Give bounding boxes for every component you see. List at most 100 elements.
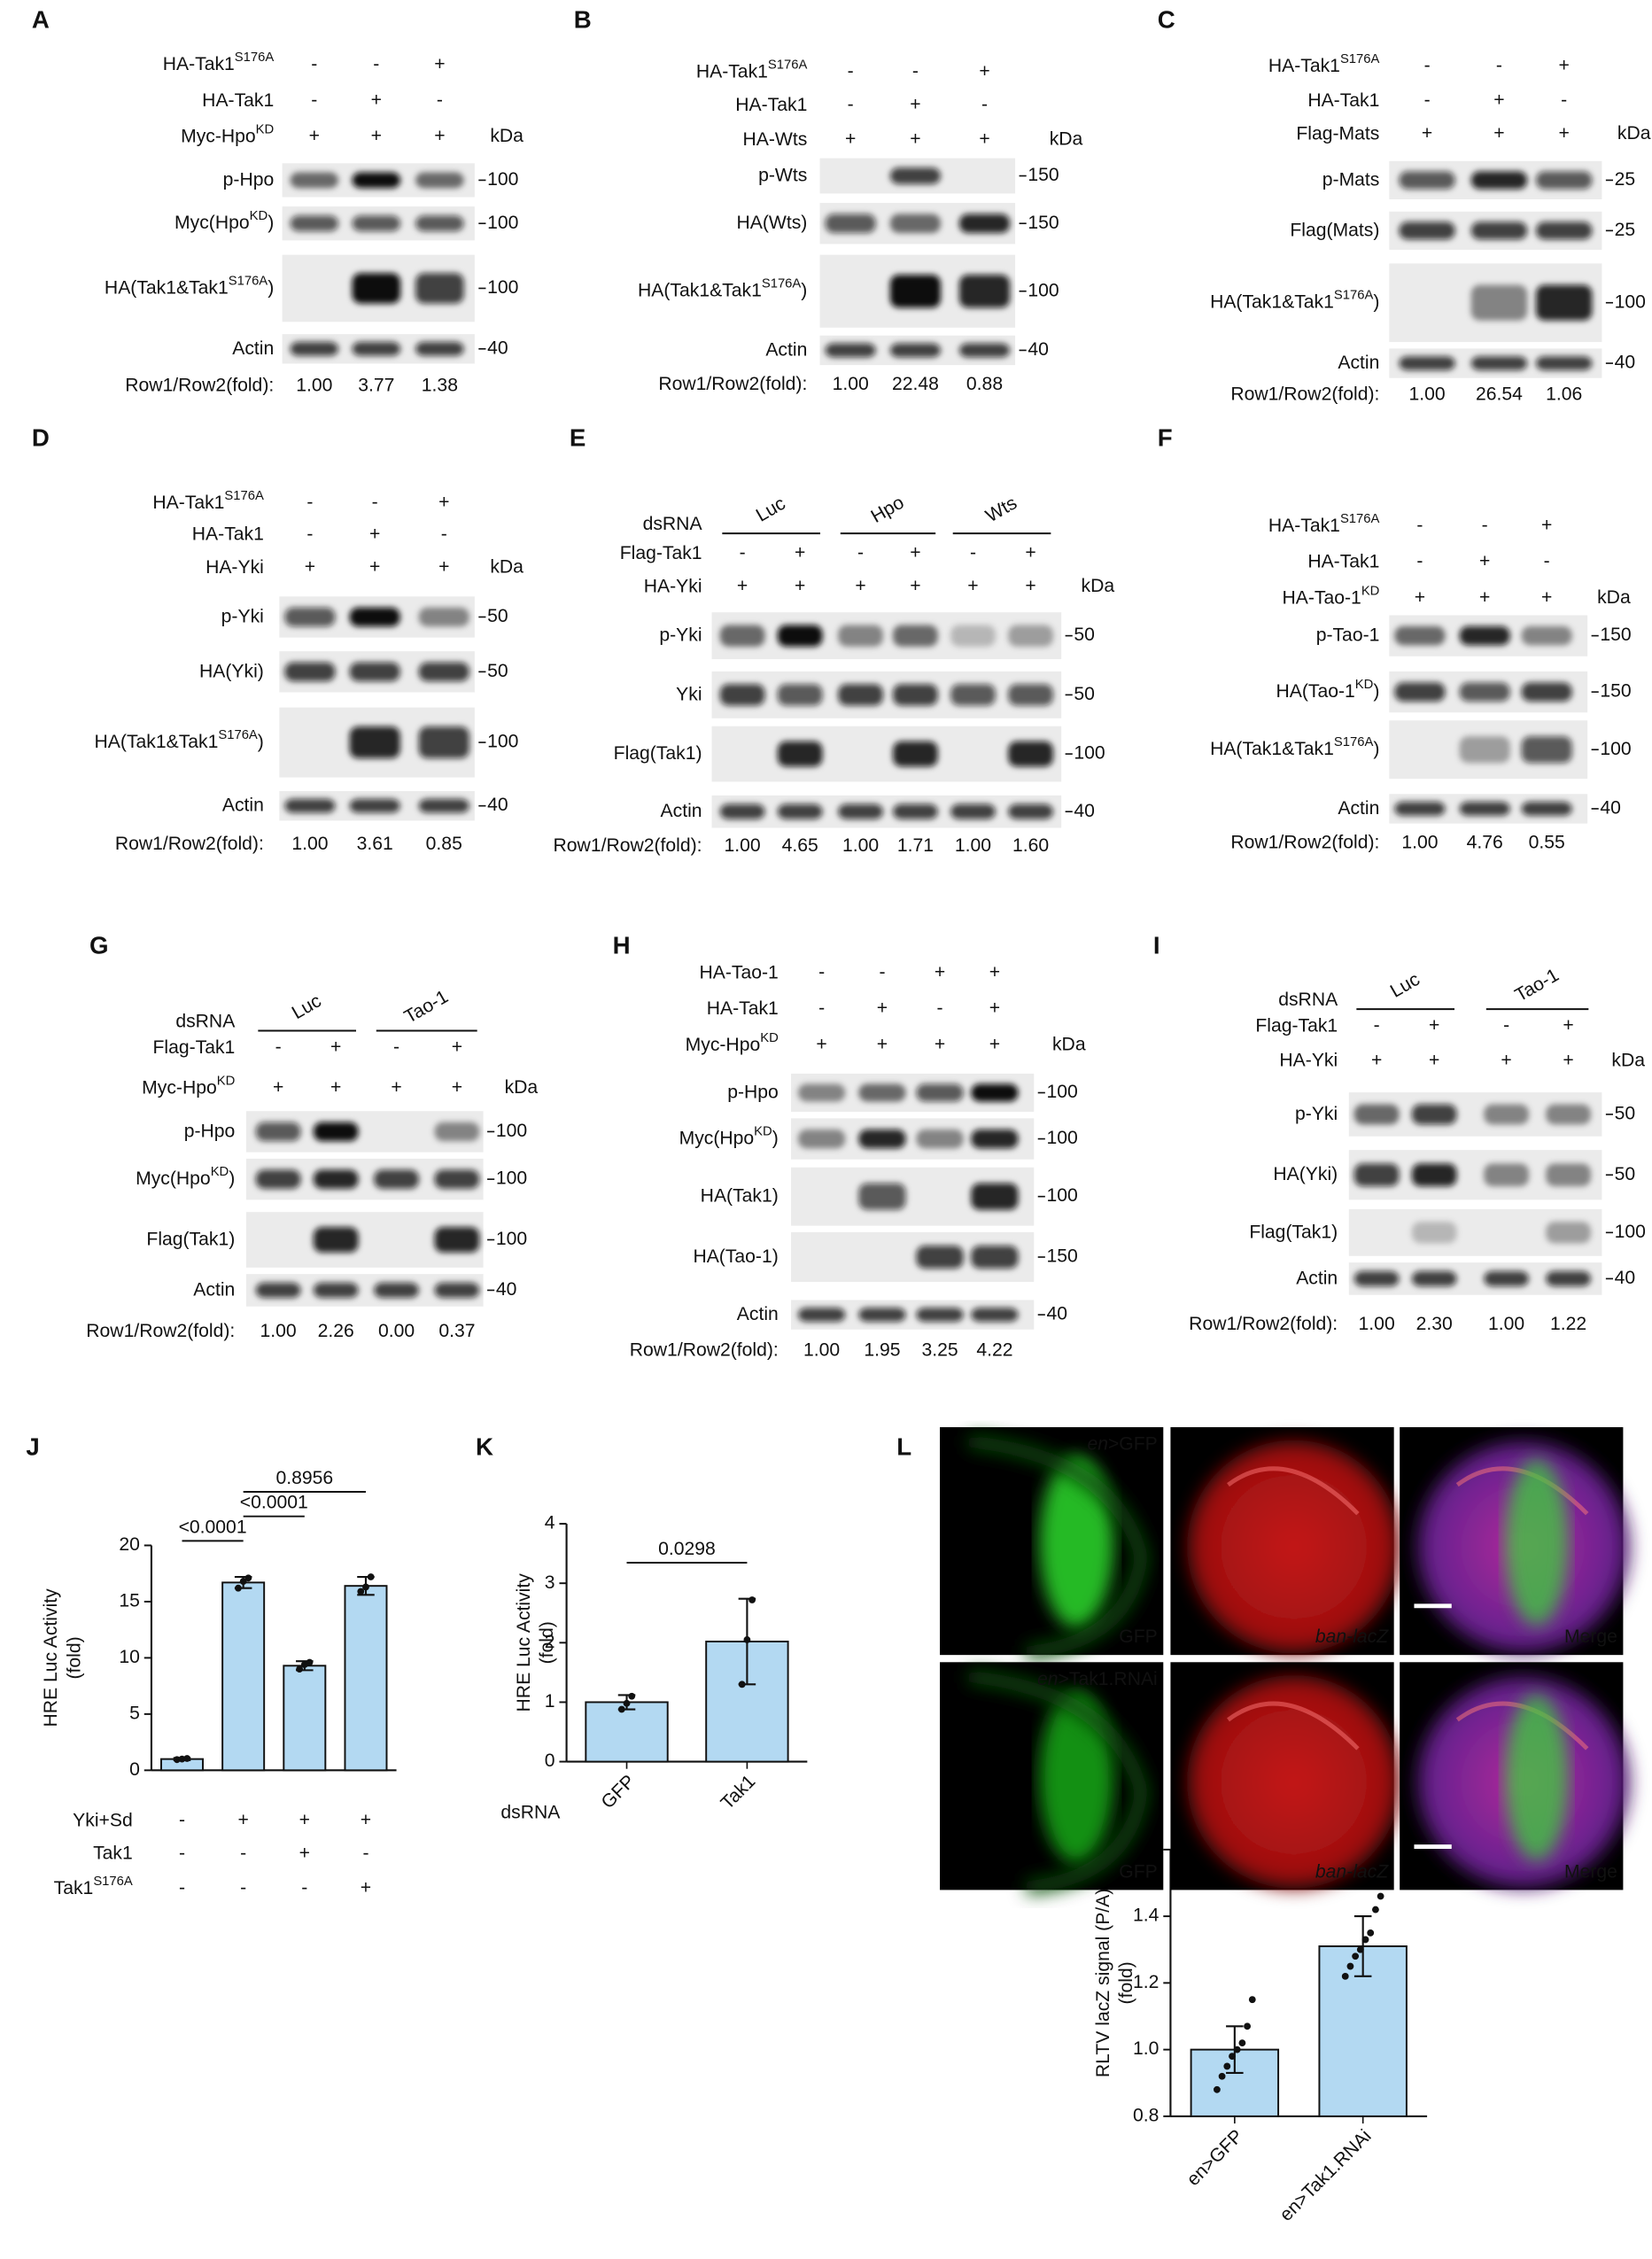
marker-label: 40 xyxy=(487,338,508,358)
y-tick-label: 2 xyxy=(545,1632,555,1652)
condition-mark: + xyxy=(371,90,382,111)
blot-band xyxy=(284,798,336,813)
condition-label: HA-Yki xyxy=(206,557,264,578)
dsrna-group: Tao-1 xyxy=(1511,965,1562,1005)
data-point xyxy=(1346,1962,1354,1970)
blot-band xyxy=(797,1083,846,1102)
marker-label: 40 xyxy=(487,795,508,815)
condition-label-part: HA-Wts xyxy=(743,128,808,149)
marker-label: 100 xyxy=(1615,1222,1646,1242)
condition-mark: + xyxy=(737,576,748,596)
condition-label-part: KD xyxy=(1361,584,1380,598)
blot-band xyxy=(1008,741,1053,767)
x-axis-label: dsRNA xyxy=(500,1803,561,1823)
tile-title-part: en xyxy=(1087,1433,1108,1454)
tissue xyxy=(1187,1440,1400,1654)
row-label: Actin xyxy=(661,801,702,821)
blot-band xyxy=(889,343,941,358)
condition-mark: - xyxy=(879,962,885,982)
data-point xyxy=(1361,1936,1369,1944)
condition-label-part: Myc-Hpo xyxy=(142,1077,217,1098)
fold-label: Row1/Row2(fold): xyxy=(1230,833,1379,853)
panel-letter: G xyxy=(89,931,109,959)
row-label: Actin xyxy=(232,338,274,358)
condition-mark: + xyxy=(1025,542,1035,563)
blot-strip xyxy=(710,793,1064,830)
gfp-signal xyxy=(1039,1456,1114,1629)
blot-band xyxy=(434,1282,480,1299)
fold-value: 3.61 xyxy=(357,834,393,854)
condition-mark: - xyxy=(981,94,988,114)
blot-band xyxy=(1535,171,1593,190)
y-axis-label: HRE Luc Activity xyxy=(514,1573,534,1712)
fold-value: 0.88 xyxy=(966,374,1003,394)
blot-band xyxy=(825,343,876,358)
p-value-label: <0.0001 xyxy=(179,1517,247,1537)
condition-label-part: S176A xyxy=(1340,512,1380,526)
condition-label-part: S176A xyxy=(93,1875,133,1889)
condition-mark: - xyxy=(1496,55,1502,75)
row-label-part: Actin xyxy=(1338,798,1379,819)
row-label-part: p-Yki xyxy=(659,625,702,645)
blot-band xyxy=(950,803,996,819)
row-label-part: Flag(Tak1) xyxy=(1249,1222,1338,1242)
blot-band xyxy=(352,215,401,232)
marker-label: 100 xyxy=(1028,280,1059,300)
condition-label: HA-Tao-1KD xyxy=(1283,584,1380,608)
blot-band xyxy=(374,1282,419,1299)
row-label-part: Actin xyxy=(193,1279,235,1300)
blot-band xyxy=(1353,1270,1400,1287)
row-label: p-Yki xyxy=(1295,1104,1338,1124)
kda-label: kDa xyxy=(1050,128,1083,149)
blot-band xyxy=(1535,221,1593,240)
kda-label: kDa xyxy=(1597,587,1631,608)
dsrna-group: Luc xyxy=(289,990,325,1023)
panel-letter: H xyxy=(613,931,631,959)
condition-label-part: HA-Tak1 xyxy=(707,998,779,1019)
blot-band xyxy=(1394,802,1446,816)
fold-value: 4.65 xyxy=(782,835,818,856)
condition-mark: - xyxy=(437,90,443,111)
blot-band xyxy=(858,1183,906,1210)
row-label-part: HA(Tak1&Tak1 xyxy=(638,280,762,300)
blot-band xyxy=(1399,171,1455,190)
blot-band xyxy=(255,1169,301,1189)
condition-mark: + xyxy=(434,126,445,146)
condition-label: HA-Yki xyxy=(1279,1050,1338,1070)
condition-label-part: Tak1 xyxy=(93,1843,133,1863)
condition-label-part: KD xyxy=(760,1031,779,1045)
condition-mark: + xyxy=(330,1077,341,1098)
row-label-part: ) xyxy=(772,1128,779,1148)
blot-band xyxy=(797,1129,846,1149)
condition-label-part: Myc-Hpo xyxy=(686,1034,761,1054)
data-point xyxy=(173,1756,181,1764)
blot-band xyxy=(1459,682,1510,702)
blot-band xyxy=(1470,221,1528,240)
fold-value: 1.00 xyxy=(1409,384,1446,404)
condition-mark: - xyxy=(1561,90,1567,111)
fold-label: Row1/Row2(fold): xyxy=(630,1339,779,1360)
fold-value: 26.54 xyxy=(1476,384,1523,404)
condition-mark: + xyxy=(434,54,445,74)
row-label-part: Actin xyxy=(737,1304,779,1324)
marker-label: 100 xyxy=(496,1121,527,1141)
row-label-part: HA(Tak1&Tak1 xyxy=(95,732,219,752)
row-label-part: Actin xyxy=(1296,1268,1338,1288)
fold-value: 1.00 xyxy=(842,835,879,856)
y-tick-label: 1.2 xyxy=(1133,1972,1159,1992)
condition-label: Flag-Tak1 xyxy=(152,1037,235,1058)
tissue-fold xyxy=(1227,1701,1360,1751)
bar xyxy=(283,1665,327,1772)
data-point xyxy=(296,1665,304,1673)
data-point xyxy=(1218,2072,1226,2080)
condition-label: HA-Tak1 xyxy=(1307,90,1379,111)
blot-band xyxy=(418,726,469,758)
blot-band xyxy=(958,213,1011,233)
blot-band xyxy=(434,1227,480,1253)
blot-band xyxy=(313,1282,359,1299)
row-label-part: HA(Tak1&Tak1 xyxy=(1210,291,1334,312)
blot-band xyxy=(415,172,464,189)
fold-value: 22.48 xyxy=(892,374,939,394)
row-label: Actin xyxy=(222,795,264,815)
blot-band xyxy=(1394,625,1446,646)
